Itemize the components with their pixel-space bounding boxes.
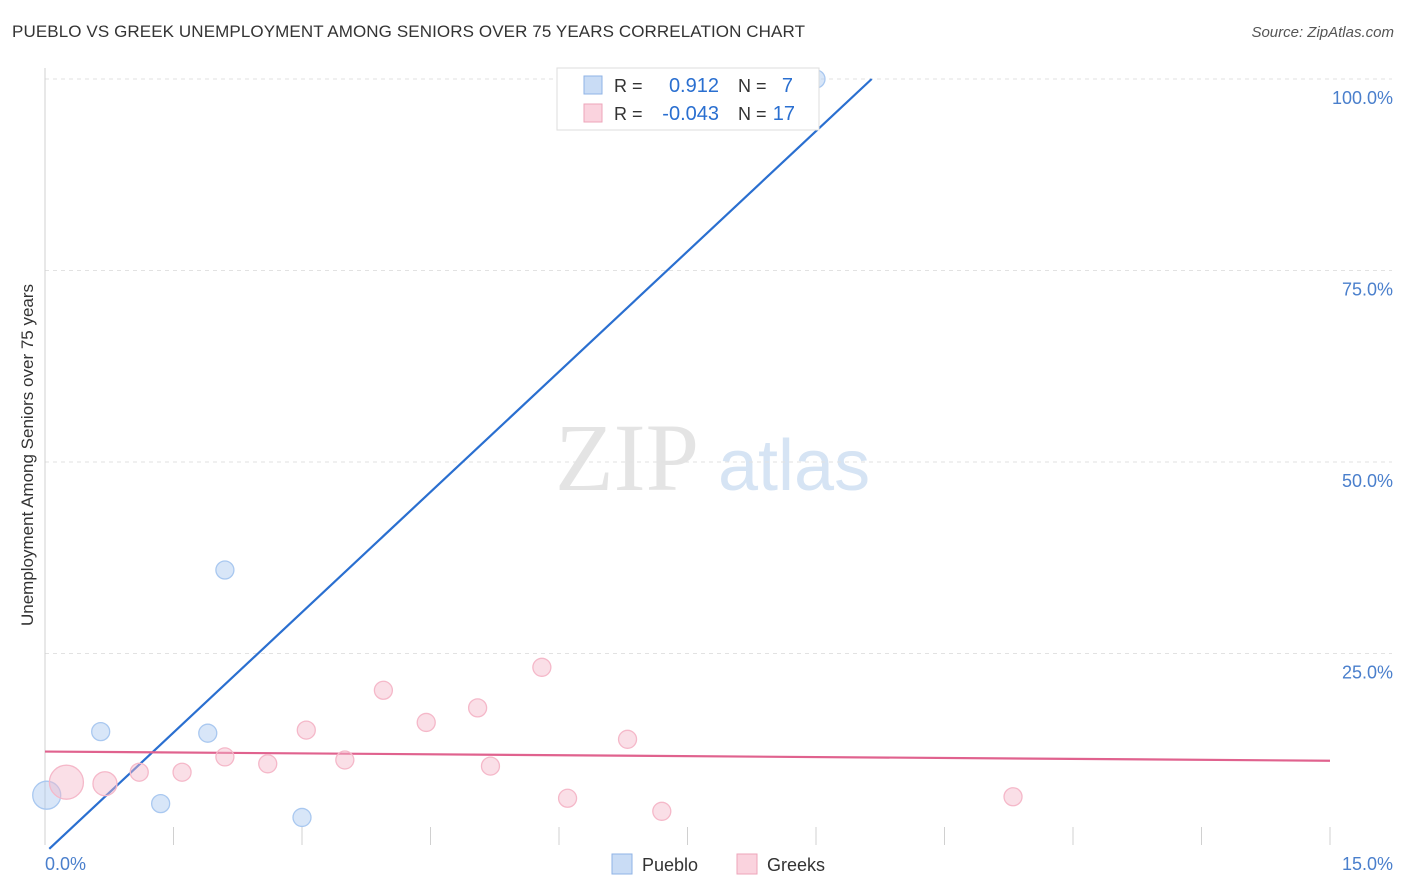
data-point-greeks <box>92 771 118 797</box>
data-point-greeks <box>532 657 552 677</box>
data-point-greeks <box>467 698 488 718</box>
legend-swatch-greeks <box>736 853 758 875</box>
stats-r-value-pueblo: 0.912 <box>669 75 719 97</box>
data-points <box>32 69 1023 828</box>
trend-line-greeks <box>44 750 1331 762</box>
data-point-pueblo <box>215 560 235 580</box>
stats-n-value-pueblo: 7 <box>782 75 793 97</box>
data-point-greeks <box>480 756 501 776</box>
data-point-greeks <box>296 720 316 740</box>
data-point-greeks <box>1003 787 1023 807</box>
stats-n-value-greeks: 17 <box>773 103 795 125</box>
chart-title: PUEBLO VS GREEK UNEMPLOYMENT AMONG SENIO… <box>12 22 806 41</box>
data-point-greeks <box>617 729 638 749</box>
data-point-pueblo <box>91 721 111 742</box>
y-tick-labels: 100.0% 75.0% 50.0% 25.0% <box>1332 88 1393 683</box>
stats-n-label-pueblo: N = <box>738 76 767 96</box>
y-tick-label: 100.0% <box>1332 88 1393 108</box>
axes <box>44 68 1331 845</box>
x-tick-label: 0.0% <box>45 854 86 874</box>
stats-r-label-greeks: R = <box>614 104 643 124</box>
legend-label-pueblo: Pueblo <box>642 855 698 875</box>
data-point-greeks <box>129 762 149 782</box>
y-tick-label: 75.0% <box>1342 280 1393 300</box>
stats-swatch-pueblo <box>583 75 603 95</box>
y-tick-label: 50.0% <box>1342 471 1393 491</box>
data-point-greeks <box>215 747 235 767</box>
data-point-greeks <box>48 764 85 800</box>
watermark-atlas: atlas <box>718 426 870 506</box>
data-point-greeks <box>258 754 278 774</box>
x-tick-label: 15.0% <box>1342 854 1393 874</box>
legend-swatch-pueblo <box>611 853 633 875</box>
stats-n-label-greeks: N = <box>738 104 767 124</box>
x-tick-labels: 0.0% 15.0% <box>45 854 1393 874</box>
data-point-greeks <box>652 801 672 821</box>
stats-swatch-greeks <box>583 103 603 123</box>
stats-r-value-greeks: -0.043 <box>662 103 719 125</box>
data-point-pueblo <box>150 793 171 814</box>
trend-lines <box>44 78 1331 850</box>
trend-line-pueblo <box>48 78 873 850</box>
data-point-greeks <box>416 712 436 733</box>
legend-label-greeks: Greeks <box>767 855 825 875</box>
y-tick-label: 25.0% <box>1342 663 1393 683</box>
data-point-pueblo <box>32 780 62 810</box>
stats-box: R = 0.912 N = 7 R = -0.043 N = 17 <box>556 67 820 131</box>
data-point-greeks <box>373 680 394 700</box>
data-point-pueblo <box>198 723 218 743</box>
legend: Pueblo Greeks <box>611 853 825 875</box>
source-credit: Source: ZipAtlas.com <box>1251 24 1394 41</box>
data-point-greeks <box>172 762 192 782</box>
data-point-pueblo <box>292 807 312 828</box>
data-point-greeks <box>557 788 578 808</box>
data-point-greeks <box>335 750 355 770</box>
watermark-zip: ZIP <box>555 404 699 511</box>
stats-r-label-pueblo: R = <box>614 76 643 96</box>
grid-lines <box>45 78 1392 654</box>
